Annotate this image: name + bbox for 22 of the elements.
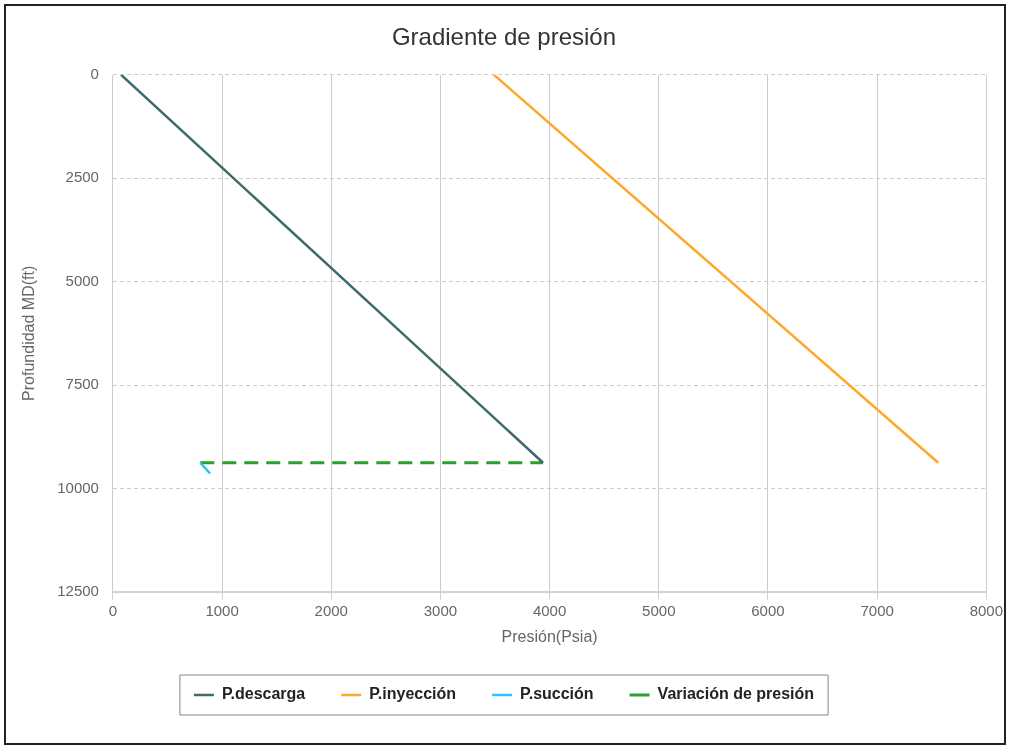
legend-label: Variación de presión bbox=[657, 685, 815, 703]
legend-label: P.descarga bbox=[221, 685, 306, 703]
x-tick-label: 2000 bbox=[314, 601, 348, 619]
x-tick-label: 5000 bbox=[642, 601, 676, 619]
x-tick-label: 1000 bbox=[205, 601, 239, 619]
y-axis-title: Profundidad MD(ft) bbox=[20, 265, 38, 401]
x-tick-label: 3000 bbox=[423, 601, 458, 619]
x-tick-label: 0 bbox=[108, 601, 118, 619]
y-tick-label: 2500 bbox=[65, 168, 99, 186]
legend-label: P.inyección bbox=[369, 685, 457, 703]
y-tick-label: 12500 bbox=[57, 581, 99, 599]
x-tick-label: 4000 bbox=[532, 601, 567, 619]
x-tick-label: 8000 bbox=[969, 601, 1003, 619]
y-tick-label: 5000 bbox=[65, 271, 99, 289]
legend-label: P.succión bbox=[520, 685, 594, 703]
x-tick-label: 7000 bbox=[860, 601, 894, 619]
y-tick-label: 0 bbox=[90, 64, 99, 82]
y-tick-label: 10000 bbox=[57, 478, 99, 496]
y-tick-label: 7500 bbox=[65, 375, 99, 393]
x-tick-label: 6000 bbox=[751, 601, 785, 619]
x-axis-title: Presión(Psia) bbox=[501, 627, 598, 645]
chart-title: Gradiente de presión bbox=[391, 23, 617, 51]
